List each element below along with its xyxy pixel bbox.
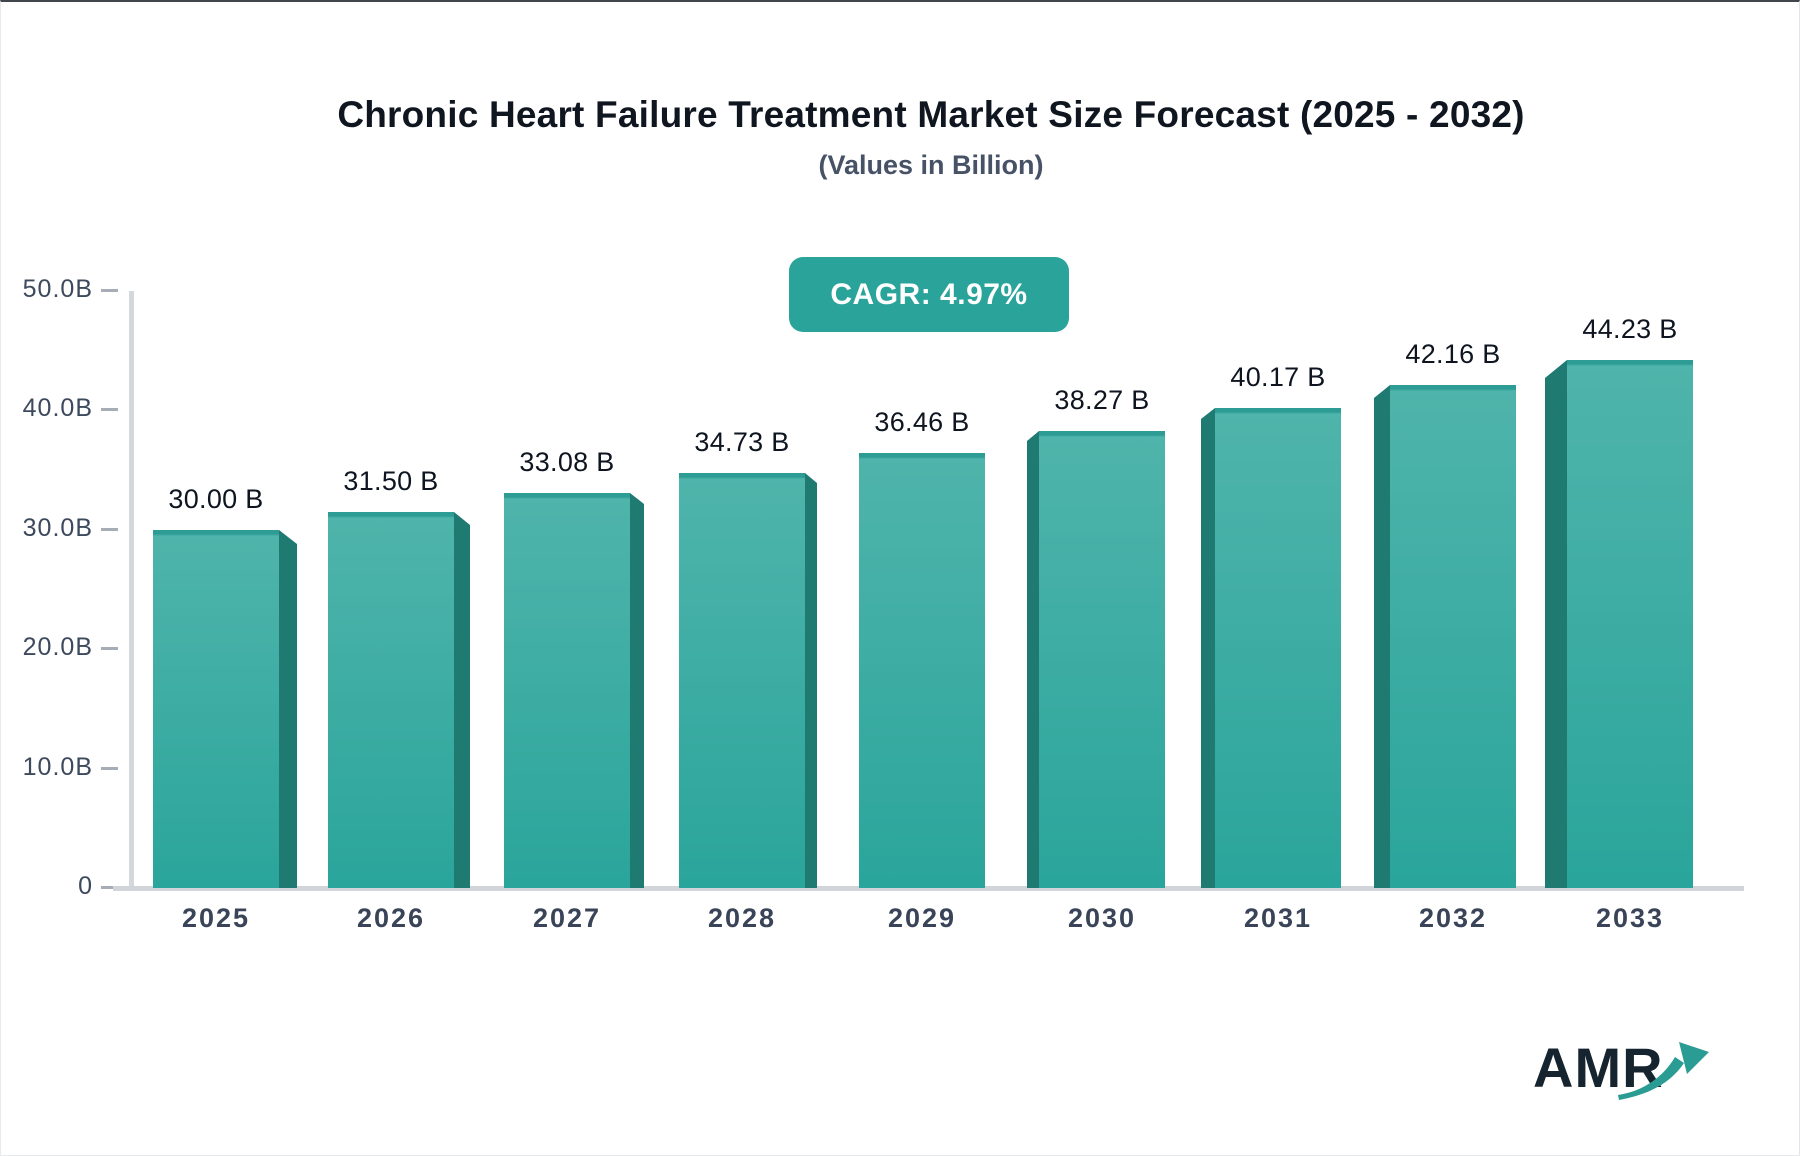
x-axis-label-2029: 2029 [887, 903, 957, 933]
bar-face [504, 493, 630, 888]
bar-value-label: 36.46 B [874, 407, 970, 437]
bar-group-2025 [153, 530, 297, 888]
chart-subtitle: (Values in Billion) [818, 150, 1044, 180]
bar-group-2030 [1027, 431, 1165, 888]
bar-group-2031 [1201, 408, 1341, 888]
bar-face [1039, 431, 1165, 888]
x-axis-label-2026: 2026 [356, 903, 426, 933]
y-axis-line [129, 291, 134, 891]
y-axis-tick-label: 30.0B [22, 514, 93, 542]
bar-value-label: 33.08 B [519, 447, 615, 477]
bar-value-label: 31.50 B [343, 466, 439, 496]
bar-face [679, 473, 805, 888]
chart-title: Chronic Heart Failure Treatment Market S… [337, 94, 1525, 135]
bar-value-label: 30.00 B [168, 484, 264, 514]
bar-group-2026 [328, 512, 470, 888]
amr-logo: AMR [1533, 1038, 1733, 1118]
y-axis-tick-mark [101, 408, 118, 411]
bar-face [1567, 360, 1693, 888]
bar-value-label: 34.73 B [694, 427, 790, 457]
bar-side-face [1374, 385, 1390, 888]
bar-side-face [279, 530, 297, 888]
bar-value-label: 38.27 B [1054, 385, 1150, 415]
bar-group-2033 [1545, 360, 1693, 888]
bar-face [1215, 408, 1341, 888]
x-axis-label-2027: 2027 [532, 903, 602, 933]
x-axis-baseline [113, 886, 1744, 891]
y-axis-tick-label: 0 [78, 872, 93, 900]
bar-face [859, 453, 985, 888]
bar-group-2029 [859, 453, 985, 888]
bar-face [1390, 385, 1516, 888]
y-axis-tick-mark [101, 647, 118, 650]
cagr-badge: CAGR: 4.97% [789, 257, 1069, 332]
y-axis-tick-mark [101, 289, 118, 292]
amr-logo-text: AMR [1533, 1036, 1664, 1099]
bar-value-label: 44.23 B [1582, 314, 1678, 344]
bar-face [153, 530, 279, 888]
x-axis-label-2031: 2031 [1243, 903, 1313, 933]
bar-side-face [805, 473, 817, 888]
y-axis-tick-label: 50.0B [22, 275, 93, 303]
x-axis-label-2030: 2030 [1067, 903, 1137, 933]
y-axis-tick-mark [101, 886, 118, 889]
x-axis-label-2033: 2033 [1595, 903, 1665, 933]
bar-side-face [1545, 360, 1567, 888]
y-axis-tick-label: 40.0B [22, 394, 93, 422]
x-axis-label-2025: 2025 [181, 903, 251, 933]
y-axis-tick-label: 10.0B [22, 753, 93, 781]
bar-side-face [1201, 408, 1215, 888]
bar-group-2028 [679, 473, 817, 888]
y-axis-tick-mark [101, 767, 118, 770]
bar-face [328, 512, 454, 888]
bar-side-face [1027, 431, 1039, 888]
bar-group-2032 [1374, 385, 1516, 888]
x-axis-label-2032: 2032 [1418, 903, 1488, 933]
bar-group-2027 [504, 493, 644, 888]
growth-arrow-icon [1618, 1042, 1709, 1100]
y-axis-tick-mark [101, 528, 118, 531]
bar-value-label: 40.17 B [1230, 362, 1326, 392]
bar-side-face [454, 512, 470, 888]
bar-value-label: 42.16 B [1405, 339, 1501, 369]
bar-side-face [630, 493, 644, 888]
x-axis-label-2028: 2028 [707, 903, 777, 933]
y-axis-tick-label: 20.0B [22, 633, 93, 661]
